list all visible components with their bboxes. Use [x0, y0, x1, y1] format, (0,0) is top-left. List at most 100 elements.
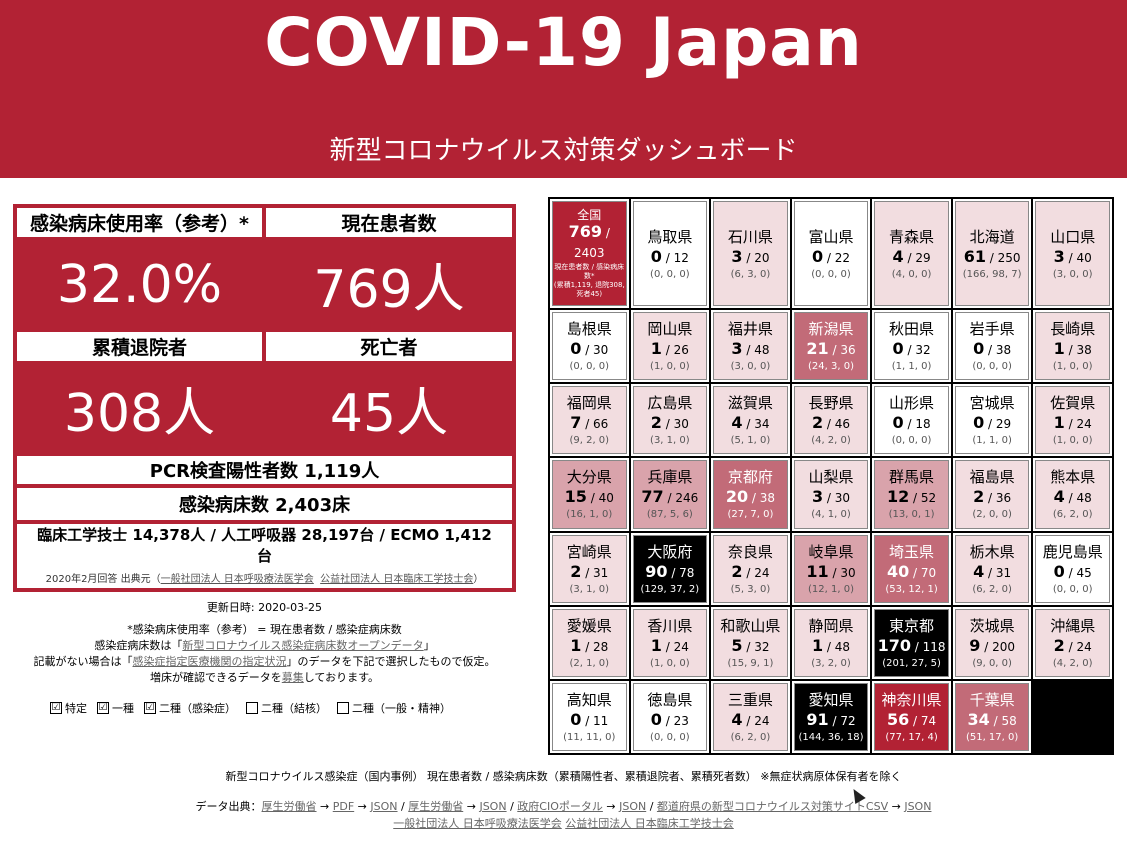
- prefecture-cell[interactable]: 岡山県 1 / 26 (1, 0, 0): [630, 310, 710, 383]
- prefecture-cell[interactable]: 青森県 4 / 29 (4, 0, 0): [872, 199, 951, 309]
- checkbox-nishu-tb[interactable]: [246, 702, 258, 714]
- cumulative-stats: (1, 1, 0): [891, 361, 932, 373]
- prefecture-counts: 2 / 46: [812, 413, 850, 434]
- prefecture-cell[interactable]: 長野県 2 / 46 (4, 2, 0): [791, 384, 871, 457]
- prefecture-cell[interactable]: 福井県 3 / 48 (3, 0, 0): [711, 310, 790, 383]
- prefecture-cell[interactable]: 栃木県 4 / 31 (6, 2, 0): [952, 532, 1032, 605]
- designated-hospitals-link[interactable]: 感染症指定医療機関の指定状況: [132, 655, 287, 668]
- pcr-positive-count: PCR検査陽性者数 1,119人: [15, 454, 514, 486]
- prefecture-cell[interactable]: 石川県 3 / 20 (6, 3, 0): [711, 199, 790, 309]
- prefecture-cell[interactable]: 島根県 0 / 30 (0, 0, 0): [550, 310, 629, 383]
- prefecture-cell[interactable]: 神奈川県 56 / 74 (77, 17, 4): [872, 680, 951, 753]
- prefecture-cell[interactable]: 鹿児島県 0 / 45 (0, 0, 0): [1033, 532, 1112, 605]
- prefecture-cell[interactable]: 和歌山県 5 / 32 (15, 9, 1): [711, 606, 790, 679]
- infection-beds-count: 感染病床数 2,403床: [15, 486, 514, 522]
- filter-nishu-tb[interactable]: 二種（結核）: [246, 700, 327, 716]
- prefecture-cell[interactable]: 富山県 0 / 22 (0, 0, 0): [791, 199, 871, 309]
- prefecture-counts: 9 / 200: [969, 636, 1015, 657]
- checkbox-nishu-infection[interactable]: ☑: [144, 702, 156, 714]
- prefecture-cell[interactable]: 全国 769 / 2403 現在患者数 / 感染病床数* (累積1,119, 退院30…: [550, 199, 629, 309]
- prefecture-name: 埼玉県: [889, 542, 935, 561]
- prefecture-cell[interactable]: 徳島県 0 / 23 (0, 0, 0): [630, 680, 710, 753]
- prefecture-cell[interactable]: 愛知県 91 / 72 (144, 36, 18): [791, 680, 871, 753]
- prefecture-cell[interactable]: 高知県 0 / 11 (11, 11, 0): [550, 680, 629, 753]
- current-patients: 0: [570, 339, 582, 359]
- prefecture-cell[interactable]: 佐賀県 1 / 24 (1, 0, 0): [1033, 384, 1112, 457]
- prefecture-cell[interactable]: 奈良県 2 / 24 (5, 3, 0): [711, 532, 790, 605]
- filter-isshu[interactable]: ☑ 一種: [97, 700, 134, 716]
- source-link[interactable]: JSON: [479, 800, 507, 813]
- bed-count: / 66: [581, 417, 609, 432]
- checkbox-tokutei[interactable]: ☑: [50, 702, 62, 714]
- prefecture-cell[interactable]: 茨城県 9 / 200 (9, 0, 0): [952, 606, 1032, 679]
- prefecture-name: 岩手県: [969, 320, 1015, 339]
- prefecture-cell[interactable]: 大阪府 90 / 78 (129, 37, 2): [630, 532, 710, 605]
- prefecture-cell[interactable]: 静岡県 1 / 48 (3, 2, 0): [791, 606, 871, 679]
- prefecture-cell[interactable]: 山口県 3 / 40 (3, 0, 0): [1033, 199, 1112, 309]
- checkbox-isshu[interactable]: ☑: [97, 702, 109, 714]
- prefecture-cell[interactable]: 沖縄県 2 / 24 (4, 2, 0): [1033, 606, 1112, 679]
- prefecture-cell[interactable]: 北海道 61 / 250 (166, 98, 7): [952, 199, 1032, 309]
- source-link[interactable]: 都道府県の新型コロナウイルス対策サイトCSV: [656, 800, 889, 813]
- prefecture-cell[interactable]: 鳥取県 0 / 12 (0, 0, 0): [630, 199, 710, 309]
- source-link[interactable]: 厚生労働省: [261, 800, 317, 813]
- filter-nishu-infection[interactable]: ☑ 二種（感染症）: [144, 700, 236, 716]
- recruit-link[interactable]: 募集: [281, 671, 304, 684]
- prefecture-cell[interactable]: 熊本県 4 / 48 (6, 2, 0): [1033, 458, 1112, 531]
- prefecture-cell[interactable]: 山梨県 3 / 30 (4, 1, 0): [791, 458, 871, 531]
- prefecture-cell[interactable]: 東京都 170 / 118 (201, 27, 5): [872, 606, 951, 679]
- source-link[interactable]: JSON: [370, 800, 398, 813]
- prefecture-cell[interactable]: 新潟県 21 / 36 (24, 3, 0): [791, 310, 871, 383]
- discharged-value: 308人: [15, 363, 264, 454]
- bed-count: / 32: [903, 343, 931, 358]
- source-link[interactable]: 公益社団法人 日本臨床工学技士会: [565, 817, 734, 830]
- prefecture-counts: 2 / 36: [973, 487, 1011, 508]
- prefecture-cell[interactable]: 愛媛県 1 / 28 (2, 1, 0): [550, 606, 629, 679]
- prefecture-cell[interactable]: 宮城県 0 / 29 (1, 1, 0): [952, 384, 1032, 457]
- source-link[interactable]: JSON: [619, 800, 647, 813]
- prefecture-cell[interactable]: 岐阜県 11 / 30 (12, 1, 0): [791, 532, 871, 605]
- prefecture-cell[interactable]: 秋田県 0 / 32 (1, 1, 0): [872, 310, 951, 383]
- checkbox-nishu-general[interactable]: [337, 702, 349, 714]
- filter-nishu-general[interactable]: 二種（一般・精神）: [337, 700, 451, 716]
- prefecture-counts: 15 / 40: [565, 487, 614, 508]
- current-patients: 77: [641, 487, 664, 507]
- bed-count: / 72: [828, 713, 856, 728]
- prefecture-cell[interactable]: 福島県 2 / 36 (2, 0, 0): [952, 458, 1032, 531]
- cumulative-stats: (16, 1, 0): [566, 509, 613, 521]
- source-link-jacet[interactable]: 公益社団法人 日本臨床工学技士会: [320, 573, 474, 585]
- current-patients: 4: [1053, 487, 1065, 507]
- source-link[interactable]: 一般社団法人 日本呼吸療法医学会: [393, 817, 562, 830]
- prefecture-cell[interactable]: 千葉県 34 / 58 (51, 17, 0): [952, 680, 1032, 753]
- source-link[interactable]: PDF: [332, 800, 355, 813]
- prefecture-cell[interactable]: 広島県 2 / 30 (3, 1, 0): [630, 384, 710, 457]
- prefecture-cell[interactable]: 香川県 1 / 24 (1, 0, 0): [630, 606, 710, 679]
- prefecture-name: 宮崎県: [566, 542, 612, 561]
- prefecture-name: 兵庫県: [647, 468, 693, 487]
- prefecture-cell[interactable]: 三重県 4 / 24 (6, 2, 0): [711, 680, 790, 753]
- prefecture-counts: 1 / 26: [651, 339, 689, 360]
- beds-opendata-link[interactable]: 新型コロナウイルス感染症病床数オープンデータ: [182, 639, 424, 652]
- prefecture-cell[interactable]: 兵庫県 77 / 246 (87, 5, 6): [630, 458, 710, 531]
- cumulative-stats: (3, 2, 0): [811, 657, 851, 669]
- source-link[interactable]: 厚生労働省: [408, 800, 464, 813]
- current-patients: 3: [811, 487, 824, 507]
- prefecture-cell[interactable]: 長崎県 1 / 38 (1, 0, 0): [1033, 310, 1112, 383]
- source-link[interactable]: 政府CIOポータル: [517, 800, 603, 813]
- prefecture-cell[interactable]: 京都府 20 / 38 (27, 7, 0): [711, 458, 790, 531]
- prefecture-cell[interactable]: 埼玉県 40 / 70 (53, 12, 1): [872, 532, 951, 605]
- bed-count: / 11: [581, 713, 609, 728]
- prefecture-cell[interactable]: 滋賀県 4 / 34 (5, 1, 0): [711, 384, 790, 457]
- filter-tokutei[interactable]: ☑ 特定: [50, 700, 87, 716]
- prefecture-cell[interactable]: 山形県 0 / 18 (0, 0, 0): [872, 384, 951, 457]
- prefecture-cell[interactable]: 宮崎県 2 / 31 (3, 1, 0): [550, 532, 629, 605]
- prefecture-counts: 170 / 118: [878, 636, 946, 657]
- prefecture-cell[interactable]: 大分県 15 / 40 (16, 1, 0): [550, 458, 629, 531]
- prefecture-cell[interactable]: 福岡県 7 / 66 (9, 2, 0): [550, 384, 629, 457]
- prefecture-counts: 4 / 31: [973, 562, 1011, 583]
- prefecture-cell[interactable]: 岩手県 0 / 38 (0, 0, 0): [952, 310, 1032, 383]
- source-link-jsrcm[interactable]: 一般社団法人 日本呼吸療法医学会: [160, 573, 314, 585]
- source-link[interactable]: JSON: [904, 800, 932, 813]
- prefecture-cell[interactable]: 群馬県 12 / 52 (13, 0, 1): [872, 458, 951, 531]
- cumulative-stats: (3, 0, 0): [730, 361, 771, 373]
